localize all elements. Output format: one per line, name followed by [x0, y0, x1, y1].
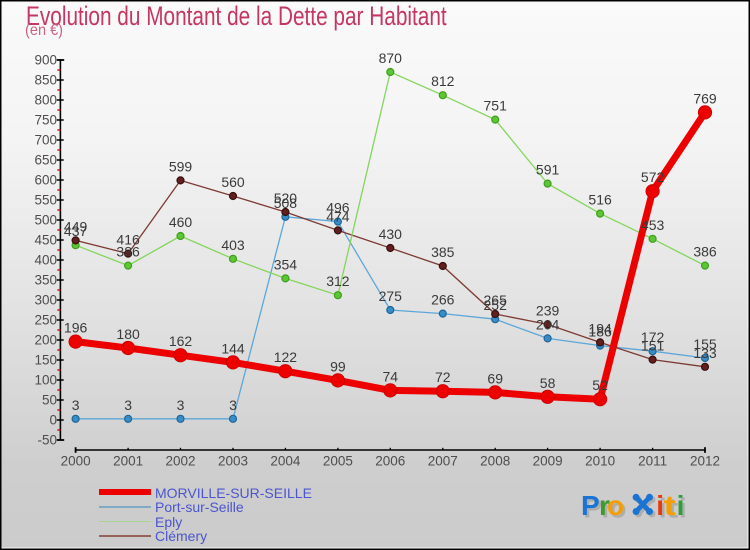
svg-text:508: 508	[274, 195, 298, 211]
svg-text:3: 3	[72, 397, 80, 413]
svg-text:800: 800	[34, 93, 57, 108]
svg-text:300: 300	[34, 293, 57, 308]
svg-text:3: 3	[229, 397, 237, 413]
svg-text:430: 430	[379, 226, 403, 242]
svg-text:-50: -50	[37, 433, 57, 448]
svg-text:252: 252	[484, 297, 508, 313]
svg-text:265: 265	[484, 292, 508, 308]
svg-text:i: i	[677, 490, 685, 521]
svg-text:74: 74	[383, 368, 399, 384]
svg-text:474: 474	[326, 208, 350, 224]
svg-text:50: 50	[42, 393, 57, 408]
svg-text:3: 3	[177, 397, 185, 413]
svg-text:416: 416	[116, 232, 140, 248]
svg-text:572: 572	[641, 169, 665, 185]
svg-text:r: r	[599, 490, 610, 521]
svg-text:194: 194	[588, 320, 612, 336]
svg-text:275: 275	[379, 288, 403, 304]
svg-text:69: 69	[487, 370, 503, 386]
svg-text:496: 496	[326, 200, 350, 216]
svg-text:0: 0	[49, 413, 57, 428]
svg-text:400: 400	[34, 253, 57, 268]
svg-text:100: 100	[34, 373, 57, 388]
svg-text:650: 650	[34, 153, 57, 168]
svg-text:751: 751	[484, 98, 508, 114]
svg-text:266: 266	[431, 292, 455, 308]
svg-text:550: 550	[34, 193, 57, 208]
svg-text:2007: 2007	[428, 454, 458, 469]
svg-text:354: 354	[274, 256, 298, 272]
svg-text:403: 403	[221, 237, 245, 253]
svg-text:i: i	[656, 490, 664, 521]
svg-text:2012: 2012	[690, 454, 720, 469]
svg-text:350: 350	[34, 273, 57, 288]
svg-text:591: 591	[536, 162, 560, 178]
svg-text:385: 385	[431, 244, 455, 260]
svg-text:700: 700	[34, 133, 57, 148]
svg-text:437: 437	[64, 223, 88, 239]
svg-text:150: 150	[34, 353, 57, 368]
svg-text:312: 312	[326, 273, 350, 289]
svg-text:2002: 2002	[165, 454, 195, 469]
svg-text:2001: 2001	[113, 454, 143, 469]
svg-text:151: 151	[641, 338, 665, 354]
svg-text:520: 520	[274, 190, 298, 206]
svg-text:560: 560	[221, 174, 245, 190]
svg-text:2003: 2003	[218, 454, 248, 469]
svg-text:186: 186	[588, 324, 612, 340]
svg-text:2011: 2011	[638, 454, 667, 469]
svg-text:386: 386	[693, 244, 717, 260]
svg-text:453: 453	[641, 217, 665, 233]
svg-text:2010: 2010	[585, 454, 615, 469]
svg-text:155: 155	[693, 336, 717, 352]
svg-text:t: t	[664, 490, 677, 521]
svg-text:204: 204	[536, 316, 560, 332]
svg-text:900: 900	[34, 53, 57, 68]
svg-text:196: 196	[64, 320, 88, 336]
svg-text:500: 500	[34, 213, 57, 228]
svg-text:516: 516	[588, 192, 612, 208]
svg-text:2009: 2009	[533, 454, 563, 469]
svg-text:812: 812	[431, 73, 455, 89]
svg-text:2008: 2008	[480, 454, 510, 469]
svg-text:133: 133	[693, 345, 717, 361]
svg-text:3: 3	[124, 397, 132, 413]
svg-text:99: 99	[330, 358, 346, 374]
svg-text:599: 599	[169, 158, 193, 174]
svg-text:P: P	[581, 490, 600, 521]
svg-text:850: 850	[34, 73, 57, 88]
svg-text:122: 122	[274, 349, 298, 365]
svg-text:162: 162	[169, 333, 193, 349]
svg-text:52: 52	[592, 377, 608, 393]
svg-text:449: 449	[64, 218, 88, 234]
svg-text:450: 450	[34, 233, 57, 248]
svg-text:2004: 2004	[270, 454, 301, 469]
svg-text:769: 769	[693, 90, 717, 106]
svg-text:180: 180	[116, 326, 140, 342]
svg-text:172: 172	[641, 329, 665, 345]
svg-text:600: 600	[34, 173, 57, 188]
svg-text:58: 58	[540, 375, 556, 391]
svg-text:750: 750	[34, 113, 57, 128]
svg-text:2006: 2006	[375, 454, 405, 469]
svg-text:870: 870	[379, 50, 403, 66]
svg-text:239: 239	[536, 302, 560, 318]
svg-text:72: 72	[435, 369, 451, 385]
svg-text:250: 250	[34, 313, 57, 328]
svg-text:2000: 2000	[61, 454, 91, 469]
svg-text:200: 200	[34, 333, 57, 348]
svg-text:386: 386	[116, 244, 140, 260]
svg-text:2005: 2005	[323, 454, 353, 469]
svg-text:460: 460	[169, 214, 193, 230]
svg-text:o: o	[607, 490, 624, 521]
svg-text:144: 144	[221, 340, 245, 356]
